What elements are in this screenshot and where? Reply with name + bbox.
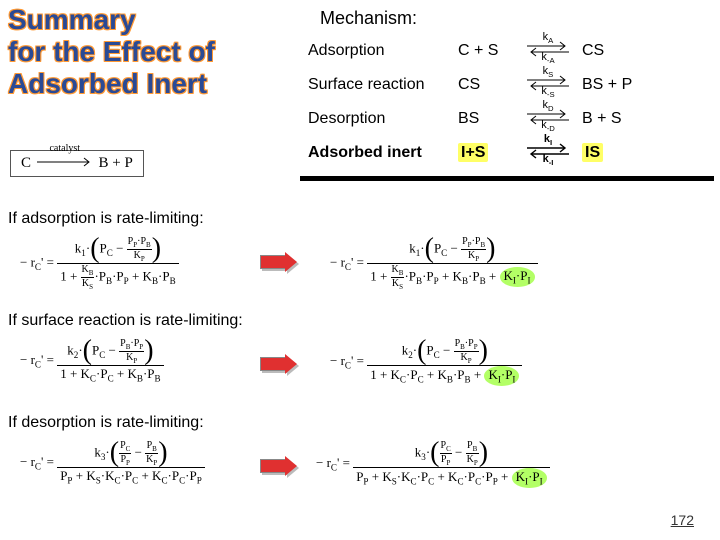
catalyst-arrow: catalyst bbox=[35, 155, 95, 172]
formula-ads-right: − rC' = k1·(PC − PP·PBKP) 1 + KBKS·PB·PP… bbox=[330, 236, 538, 291]
case-heading-surface: If surface reaction is rate-limiting: bbox=[8, 312, 243, 330]
case-heading-desorption: If desorption is rate-limiting: bbox=[8, 414, 204, 432]
k-forward: kA bbox=[543, 31, 554, 45]
step-label: Desorption bbox=[308, 110, 458, 128]
formula-des-right: − rC' = k3·(PCPP − PBKP) PP + KS·KC·PC +… bbox=[316, 440, 550, 488]
k-forward: kS bbox=[543, 65, 554, 79]
title-line-3: Adsorbed Inert bbox=[8, 68, 207, 99]
reversible-arrow: kI k-I bbox=[520, 141, 576, 166]
k-reverse: k-A bbox=[541, 51, 554, 65]
slide-title: Summary for the Effect of Adsorbed Inert bbox=[8, 4, 215, 101]
k-reverse: k-S bbox=[541, 85, 554, 99]
overall-reaction-box: C catalyst B + P bbox=[10, 150, 144, 177]
step-rhs: IS bbox=[576, 144, 656, 162]
k-reverse: k-D bbox=[541, 119, 555, 133]
page-number: 172 bbox=[671, 512, 694, 528]
mechanism-table: Adsorption C + S kA k-A CS Surface react… bbox=[308, 34, 656, 170]
title-line-1: Summary bbox=[8, 4, 136, 35]
step-lhs: C + S bbox=[458, 42, 520, 60]
products: B + P bbox=[99, 155, 133, 171]
mech-row-surface: Surface reaction CS kS k-S BS + P bbox=[308, 68, 656, 102]
added-term: KI·PI bbox=[512, 468, 547, 488]
mechanism-header: Mechanism: bbox=[320, 8, 417, 29]
formula-ads-left: − rC' = k1·(PC − PP·PBKP) 1 + KBKS·PB·PP… bbox=[20, 236, 179, 291]
reactant: C bbox=[21, 155, 31, 171]
mech-row-adsorption: Adsorption C + S kA k-A CS bbox=[308, 34, 656, 68]
step-label: Surface reaction bbox=[308, 76, 458, 94]
step-lhs: I+S bbox=[458, 144, 520, 162]
step-lhs: CS bbox=[458, 76, 520, 94]
step-label: Adsorption bbox=[308, 42, 458, 60]
added-term: KI·PI bbox=[484, 366, 519, 386]
case-heading-adsorption: If adsorption is rate-limiting: bbox=[8, 210, 204, 228]
step-rhs: B + S bbox=[576, 110, 656, 128]
title-line-2: for the Effect of bbox=[8, 36, 215, 67]
mech-row-inert: Adsorbed inert I+S kI k-I IS bbox=[308, 136, 656, 170]
divider-line bbox=[300, 176, 714, 181]
formula-srxn-right: − rC' = k2·(PC − PB·PPKP) 1 + KC·PC + KB… bbox=[330, 338, 522, 386]
transition-arrow-icon bbox=[260, 354, 298, 374]
k-reverse: k-I bbox=[543, 153, 554, 167]
step-rhs: BS + P bbox=[576, 76, 656, 94]
arrow-label: catalyst bbox=[49, 143, 80, 154]
step-rhs: CS bbox=[576, 42, 656, 60]
reversible-arrow: kD k-D bbox=[520, 107, 576, 132]
formula-srxn-left: − rC' = k2·(PC − PB·PPKP) 1 + KC·PC + KB… bbox=[20, 338, 164, 384]
k-forward: kI bbox=[544, 133, 552, 147]
reversible-arrow: kS k-S bbox=[520, 73, 576, 98]
formula-des-left: − rC' = k3·(PCPP − PBKP) PP + KS·KC·PC +… bbox=[20, 440, 205, 486]
k-forward: kD bbox=[542, 99, 553, 113]
step-label: Adsorbed inert bbox=[308, 144, 458, 162]
transition-arrow-icon bbox=[260, 252, 298, 272]
added-term: KI·PI bbox=[500, 267, 535, 287]
transition-arrow-icon bbox=[260, 456, 298, 476]
reversible-arrow: kA k-A bbox=[520, 39, 576, 64]
step-lhs: BS bbox=[458, 110, 520, 128]
mech-row-desorption: Desorption BS kD k-D B + S bbox=[308, 102, 656, 136]
